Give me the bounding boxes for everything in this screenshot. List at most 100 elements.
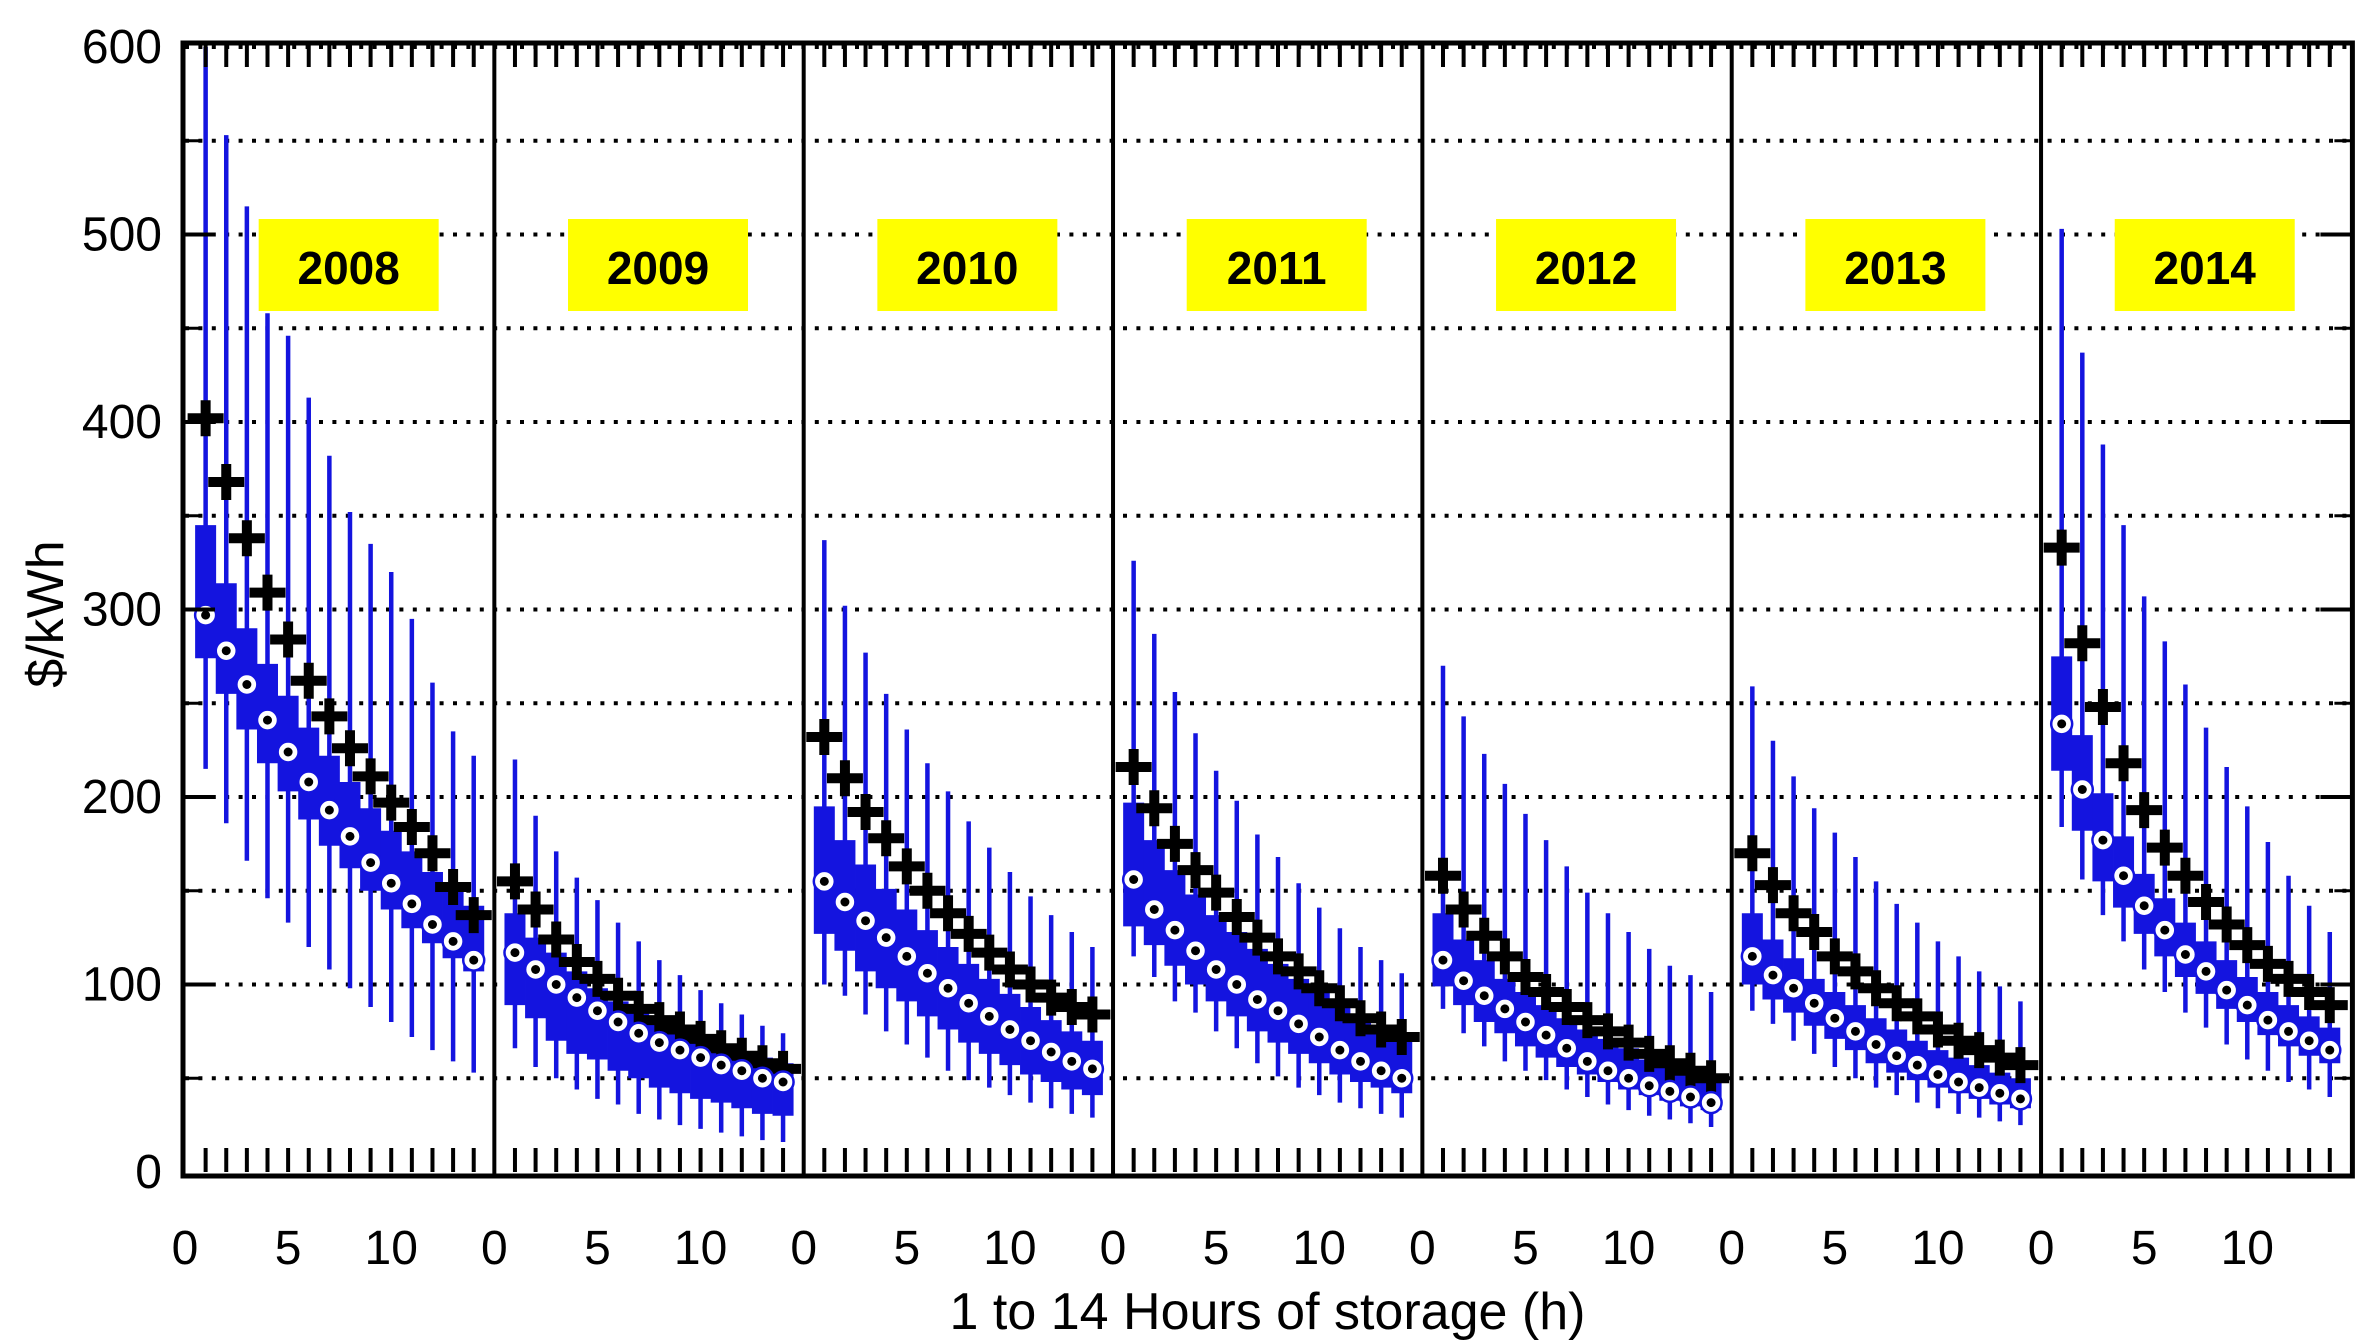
x-tick-label: 10 (1602, 1222, 1655, 1275)
median-marker-dot (1809, 998, 1819, 1008)
median-marker-dot (427, 920, 437, 929)
median-marker-dot (1314, 1032, 1324, 1042)
year-label: 2010 (916, 242, 1018, 294)
year-label-box (568, 219, 749, 311)
iqr-box (360, 808, 382, 891)
iqr-box (401, 851, 423, 929)
median-marker-dot (242, 680, 252, 689)
y-tick-label: 100 (82, 959, 162, 1012)
median-marker-dot (592, 1006, 602, 1016)
median-marker-dot (1830, 1013, 1840, 1023)
median-marker-dot (1211, 965, 1221, 974)
x-tick-label: 5 (2131, 1222, 2158, 1275)
median-marker-dot (861, 916, 871, 926)
x-tick-label: 10 (1293, 1222, 1346, 1275)
x-axis-title: 1 to 14 Hours of storage (h) (949, 1283, 1586, 1341)
median-marker-dot (201, 610, 211, 620)
x-tick-label: 5 (1512, 1222, 1539, 1275)
median-marker-dot (2098, 835, 2108, 845)
median-marker-dot (1685, 1092, 1695, 1102)
year-label-box (877, 219, 1058, 311)
x-tick-label: 5 (275, 1222, 302, 1275)
median-marker-dot (881, 933, 891, 943)
y-tick-label: 300 (82, 584, 162, 637)
median-marker-dot (1912, 1060, 1922, 1070)
x-tick-label: 10 (983, 1222, 1036, 1275)
year-label: 2011 (1227, 242, 1327, 294)
median-marker-dot (654, 1038, 664, 1048)
y-tick-label: 0 (135, 1146, 162, 1199)
median-marker-dot (1644, 1081, 1654, 1091)
year-label: 2009 (607, 242, 709, 294)
year-label-box (1496, 219, 1677, 311)
x-tick-label: 0 (481, 1222, 508, 1275)
median-marker-dot (922, 968, 932, 978)
y-tick-label: 400 (82, 396, 162, 449)
x-tick-label: 5 (893, 1222, 920, 1275)
x-tick-label: 10 (365, 1222, 418, 1275)
x-tick-label: 10 (1911, 1222, 1964, 1275)
median-marker-dot (1665, 1086, 1675, 1096)
median-marker-dot (1747, 951, 1757, 961)
median-marker-dot (1624, 1073, 1634, 1083)
median-marker-dot (1129, 875, 1139, 884)
x-tick-label: 0 (790, 1222, 817, 1275)
median-marker-dot (1232, 980, 1242, 989)
median-marker-dot (262, 715, 272, 725)
median-marker-dot (2077, 785, 2087, 794)
year-label: 2013 (1844, 242, 1946, 294)
median-marker-dot (1067, 1056, 1077, 1066)
median-marker-dot (2263, 1015, 2273, 1025)
median-marker-dot (2015, 1094, 2025, 1104)
x-tick-label: 5 (1821, 1222, 1848, 1275)
x-tick-label: 0 (2028, 1222, 2055, 1275)
median-marker-dot (1603, 1066, 1613, 1076)
median-marker-dot (1376, 1066, 1386, 1076)
iqr-box (1123, 802, 1145, 927)
x-tick-label: 10 (2221, 1222, 2274, 1275)
x-tick-label: 5 (1203, 1222, 1230, 1275)
y-tick-label: 200 (82, 771, 162, 824)
median-marker-dot (469, 955, 479, 965)
median-marker-dot (2057, 719, 2067, 729)
median-marker-dot (2180, 950, 2190, 959)
iqr-box (195, 525, 217, 659)
median-marker-dot (634, 1028, 644, 1038)
x-tick-label: 0 (1718, 1222, 1745, 1275)
median-marker-dot (1149, 905, 1159, 914)
plot-frame (180, 40, 2355, 1179)
median-marker-dot (1541, 1030, 1551, 1040)
median-marker-dot (1026, 1036, 1036, 1046)
year-label-box (2114, 219, 2295, 311)
median-marker-dot (778, 1077, 788, 1087)
median-marker-dot (2222, 985, 2232, 995)
median-marker-dot (283, 747, 293, 757)
median-marker-dot (1252, 995, 1262, 1004)
median-marker-dot (2325, 1045, 2335, 1055)
median-marker-dot (345, 831, 355, 841)
median-marker-dot (943, 983, 953, 993)
median-marker-dot (1170, 925, 1180, 935)
year-label-box (258, 219, 439, 311)
x-tick-label: 5 (584, 1222, 611, 1275)
median-marker-dot (1294, 1019, 1304, 1029)
median-marker-dot (984, 1011, 994, 1021)
median-marker-dot (819, 876, 829, 886)
year-label-box (1186, 219, 1367, 311)
median-marker-dot (1768, 970, 1778, 980)
year-label: 2014 (2154, 242, 2257, 294)
median-marker-dot (757, 1073, 767, 1083)
median-marker-dot (1191, 946, 1201, 956)
year-label-box (1805, 219, 1986, 311)
median-marker-dot (1562, 1043, 1572, 1053)
median-marker-dot (2304, 1036, 2314, 1046)
year-label: 2008 (297, 242, 399, 294)
median-marker-dot (1479, 991, 1489, 1001)
x-tick-label: 10 (674, 1222, 727, 1275)
median-marker-dot (324, 805, 334, 815)
median-marker-dot (1438, 955, 1448, 965)
median-marker-dot (1995, 1088, 2005, 1098)
median-marker-dot (1892, 1051, 1902, 1061)
